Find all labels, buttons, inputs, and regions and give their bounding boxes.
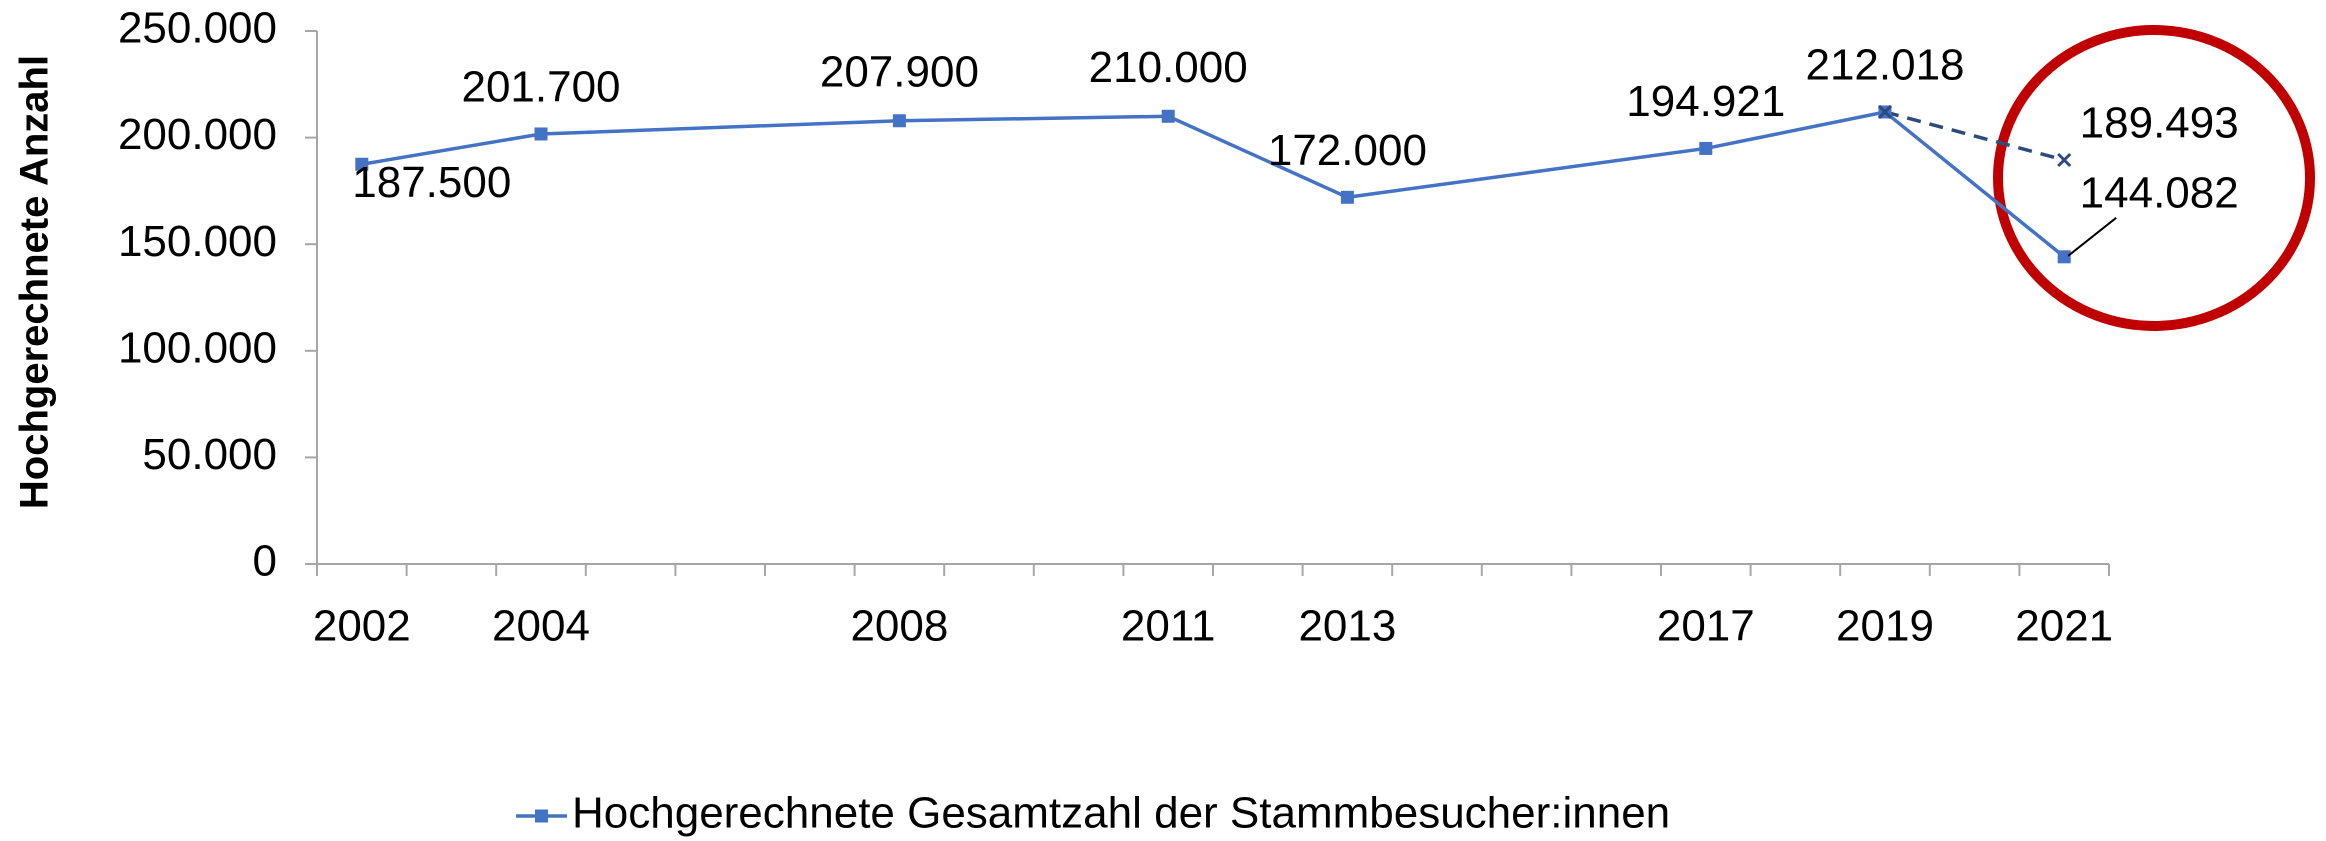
y-tick-label: 250.000	[118, 4, 277, 53]
x-tick-label: 2021	[2015, 602, 2113, 651]
x-tick-label: 2002	[313, 602, 411, 651]
line-marker	[2057, 250, 2071, 264]
line-marker	[1699, 141, 1713, 155]
leader-line	[2067, 217, 2117, 257]
highlight-circle	[1993, 25, 2315, 331]
y-tick-label: 200.000	[118, 110, 277, 159]
line-marker	[355, 157, 369, 171]
x-tick-label: 2017	[1657, 602, 1755, 651]
x-tick-label: 2019	[1836, 602, 1934, 651]
y-tick-label: 50.000	[142, 430, 277, 479]
series-line	[1884, 110, 2065, 162]
line-marker	[1161, 109, 1175, 123]
data-label: 212.018	[1805, 41, 1964, 90]
line-marker	[534, 127, 548, 141]
x-tick-label: 2004	[492, 602, 590, 651]
y-tick-label: 100.000	[118, 323, 277, 372]
data-label: 207.900	[820, 47, 979, 96]
line-marker	[892, 114, 906, 128]
legend-marker	[535, 809, 548, 823]
y-tick-label: 150.000	[118, 217, 277, 266]
x-tick-label: 2013	[1298, 602, 1396, 651]
data-label: 194.921	[1626, 77, 1785, 126]
line-marker	[1877, 104, 1893, 120]
line-marker	[2057, 152, 2072, 168]
data-label: 201.700	[461, 63, 620, 112]
data-label: 172.000	[1268, 126, 1427, 175]
y-axis-label: Hochgerechnete Anzahl	[13, 55, 57, 509]
data-label: 144.082	[2080, 168, 2239, 217]
data-label: 189.493	[2080, 99, 2239, 148]
line-marker	[1340, 190, 1354, 204]
data-label: 187.500	[352, 158, 511, 207]
series-line	[361, 110, 2066, 259]
x-tick-label: 2008	[850, 602, 948, 651]
y-tick-label: 0	[253, 537, 277, 586]
data-label: 210.000	[1089, 43, 1248, 92]
legend-label: Hochgerechnete Gesamtzahl der Stammbesuc…	[572, 789, 1670, 838]
x-tick-label: 2011	[1121, 602, 1216, 651]
